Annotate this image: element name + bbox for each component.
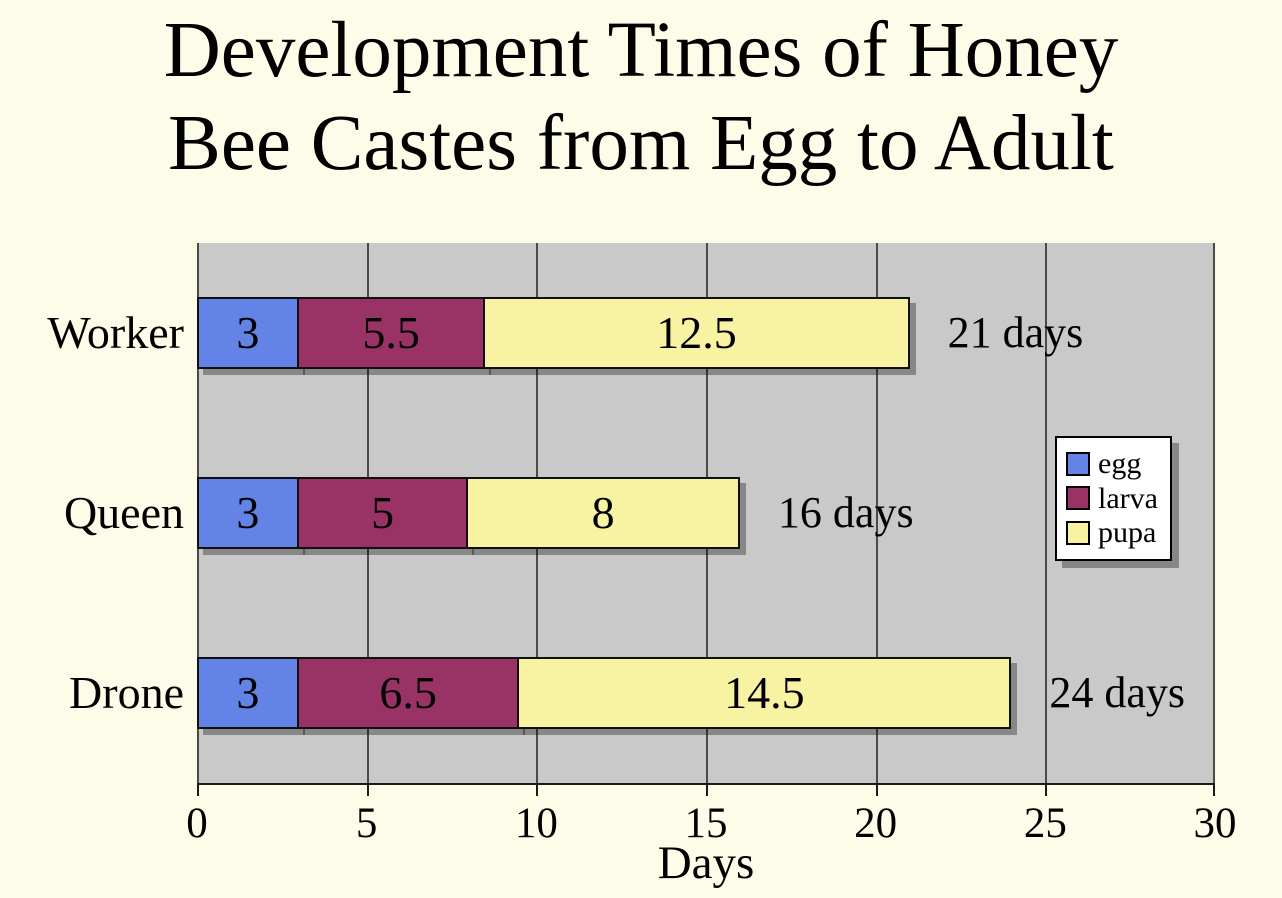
x-tick-0: [197, 785, 199, 796]
total-label-queen: 16 days: [777, 488, 914, 537]
legend-label-egg: egg: [1098, 447, 1142, 480]
legend-swatch-larva-icon: [1066, 486, 1090, 511]
x-tick-label-15: 15: [684, 800, 728, 847]
bar-segment-worker-larva: 5.5: [296, 297, 486, 369]
bar-segment-drone-egg: 3: [197, 657, 299, 729]
total-label-worker: 21 days: [947, 308, 1084, 357]
legend-item-egg: egg: [1066, 448, 1158, 480]
x-tick-label-20: 20: [854, 800, 898, 847]
category-label-queen: Queen: [63, 487, 184, 538]
total-label-drone: 24 days: [1049, 668, 1186, 717]
segment-value-label-queen-larva: 5: [371, 487, 395, 538]
bar-worker: 3 5.5 12.5: [197, 297, 910, 369]
segment-value-label-drone-larva: 6.5: [379, 667, 437, 718]
bar-segment-queen-larva: 5: [296, 477, 469, 549]
legend: egg larva pupa: [1055, 436, 1172, 561]
x-tick-label-30: 30: [1193, 800, 1237, 847]
x-tick-label-0: 0: [186, 800, 208, 847]
x-tick-5: [366, 785, 369, 796]
legend-item-larva: larva: [1066, 481, 1158, 515]
category-label-drone: Drone: [69, 667, 184, 718]
bar-segment-drone-pupa: 14.5: [517, 657, 1012, 729]
x-tick-label-25: 25: [1023, 800, 1067, 847]
legend-label-pupa: pupa: [1098, 516, 1157, 549]
legend-swatch-pupa-icon: [1066, 520, 1090, 545]
legend-label-larva: larva: [1098, 481, 1158, 515]
x-tick-10: [536, 785, 539, 796]
plot-area: 3 5.5 12.5 3 5 8 3 6.5 14.5: [197, 243, 1215, 785]
segment-value-label-drone-egg: 3: [236, 667, 260, 718]
x-tick-25: [1045, 785, 1048, 796]
chart-title-line1: Development Times of Honey: [163, 7, 1119, 94]
bar-segment-worker-pupa: 12.5: [483, 297, 910, 369]
segment-value-label-worker-pupa: 12.5: [656, 307, 737, 358]
category-label-worker: Worker: [47, 307, 184, 358]
x-tick-20: [875, 785, 878, 796]
bar-drone: 3 6.5 14.5: [197, 657, 1012, 729]
grid-line-20: [875, 243, 878, 783]
grid-line-30: [1213, 243, 1215, 783]
x-axis-title: Days: [657, 837, 755, 889]
x-tick-label-10: 10: [514, 800, 558, 847]
x-tick-label-5: 5: [355, 800, 378, 847]
bar-segment-queen-egg: 3: [197, 477, 299, 549]
chart-title-line2: Bee Castes from Egg to Adult: [168, 100, 1114, 188]
legend-item-pupa: pupa: [1066, 517, 1158, 549]
x-tick-30: [1213, 785, 1215, 796]
bar-segment-worker-egg: 3: [197, 297, 299, 369]
segment-value-label-drone-pupa: 14.5: [724, 667, 805, 718]
x-tick-15: [706, 785, 708, 796]
bar-segment-queen-pupa: 8: [466, 477, 740, 549]
chart-title: Development Times of Honey Bee Castes fr…: [0, 4, 1282, 190]
bar-segment-drone-larva: 6.5: [296, 657, 520, 729]
grid-line-25: [1045, 243, 1048, 783]
legend-swatch-egg-icon: [1066, 451, 1090, 476]
bar-queen: 3 5 8: [197, 477, 740, 549]
segment-value-label-worker-egg: 3: [236, 307, 260, 358]
segment-value-label-queen-egg: 3: [236, 487, 260, 538]
segment-value-label-worker-larva: 5.5: [362, 307, 420, 358]
segment-value-label-queen-pupa: 8: [591, 487, 615, 538]
